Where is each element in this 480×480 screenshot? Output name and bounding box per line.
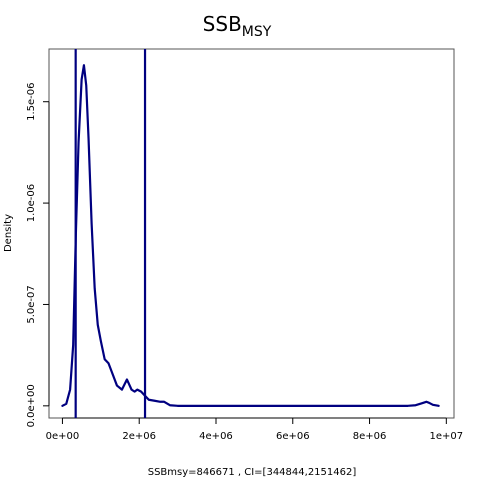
density-series: [61, 64, 440, 407]
x-axis-label: SSBmsy=846671 , CI=[344844,2151462]: [148, 467, 357, 478]
y-axis-label: Density: [3, 214, 14, 252]
chart-title-subscript: MSY: [242, 24, 272, 40]
x-tick-label: 0e+00: [46, 431, 80, 442]
chart-title: SSBMSY: [203, 12, 272, 40]
y-tick-label: 1.5e-06: [26, 83, 37, 121]
x-tick-label: 4e+06: [199, 431, 233, 442]
x-tick-label: 1e+07: [430, 431, 464, 442]
y-tick-label: 1.0e-06: [26, 184, 37, 222]
y-axis: 0.0e+00 5.0e-07 1.0e-06 1.5e-06: [26, 83, 50, 427]
x-axis: 0e+00 2e+06 4e+06 6e+06 8e+06 1e+07: [46, 417, 464, 442]
x-tick-label: 2e+06: [122, 431, 156, 442]
chart-title-main: SSB: [203, 12, 242, 36]
x-tick-label: 6e+06: [276, 431, 310, 442]
density-curve: [61, 64, 440, 407]
plot-frame: [48, 48, 455, 419]
y-tick-label: 0.0e+00: [26, 384, 37, 427]
x-tick-label: 8e+06: [353, 431, 387, 442]
y-tick-label: 5.0e-07: [26, 285, 37, 323]
